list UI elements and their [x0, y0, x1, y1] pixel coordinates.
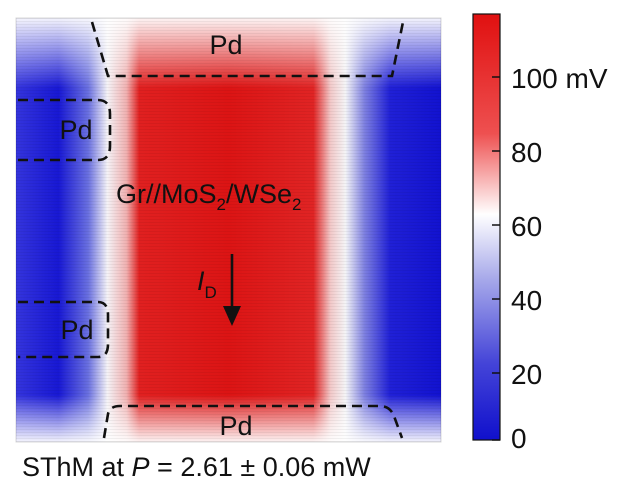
electrode-outlines: [18, 21, 405, 439]
channel-label-mid: /WSe: [226, 179, 292, 209]
colorbar-gradient: [472, 13, 501, 441]
colorbar-tick-40: 40: [511, 285, 542, 316]
caption-variable: P: [131, 452, 150, 482]
label-pd-left-upper: Pd: [59, 115, 92, 145]
colorbar: 100 mV 80 60 40 20 0: [472, 13, 608, 454]
current-symbol: I: [197, 266, 205, 296]
left-upper-electrode-outline: [18, 98, 112, 162]
thermal-map: [16, 18, 441, 442]
map-frame: [15, 17, 442, 443]
colorbar-tick-80: 80: [511, 137, 542, 168]
current-label: ID: [197, 266, 217, 302]
top-electrode-outline: [90, 21, 405, 78]
left-lower-electrode-outline: [18, 300, 110, 359]
colorbar-tick-20: 20: [511, 359, 542, 390]
colorbar-tick-100: 100 mV: [511, 63, 608, 94]
current-arrow-icon: [223, 254, 241, 326]
label-pd-left-lower: Pd: [60, 315, 93, 345]
channel-label-sub1: 2: [217, 195, 226, 214]
channel-label: Gr//MoS2/WSe2: [116, 179, 301, 214]
caption-suffix: = 2.61 ± 0.06 mW: [149, 452, 371, 482]
figure-caption: SThM at P = 2.61 ± 0.06 mW: [22, 452, 371, 483]
caption-prefix: SThM at: [22, 452, 132, 482]
colorbar-ticks: [492, 76, 500, 441]
channel-label-base: Gr//MoS: [116, 179, 217, 209]
channel-label-sub2: 2: [292, 195, 301, 214]
bottom-electrode-outline: [102, 404, 404, 439]
current-subscript: D: [205, 283, 217, 302]
label-pd-top: Pd: [209, 30, 242, 60]
label-pd-bottom: Pd: [219, 411, 252, 441]
colorbar-tick-60: 60: [511, 211, 542, 242]
colorbar-tick-0: 0: [511, 423, 527, 454]
